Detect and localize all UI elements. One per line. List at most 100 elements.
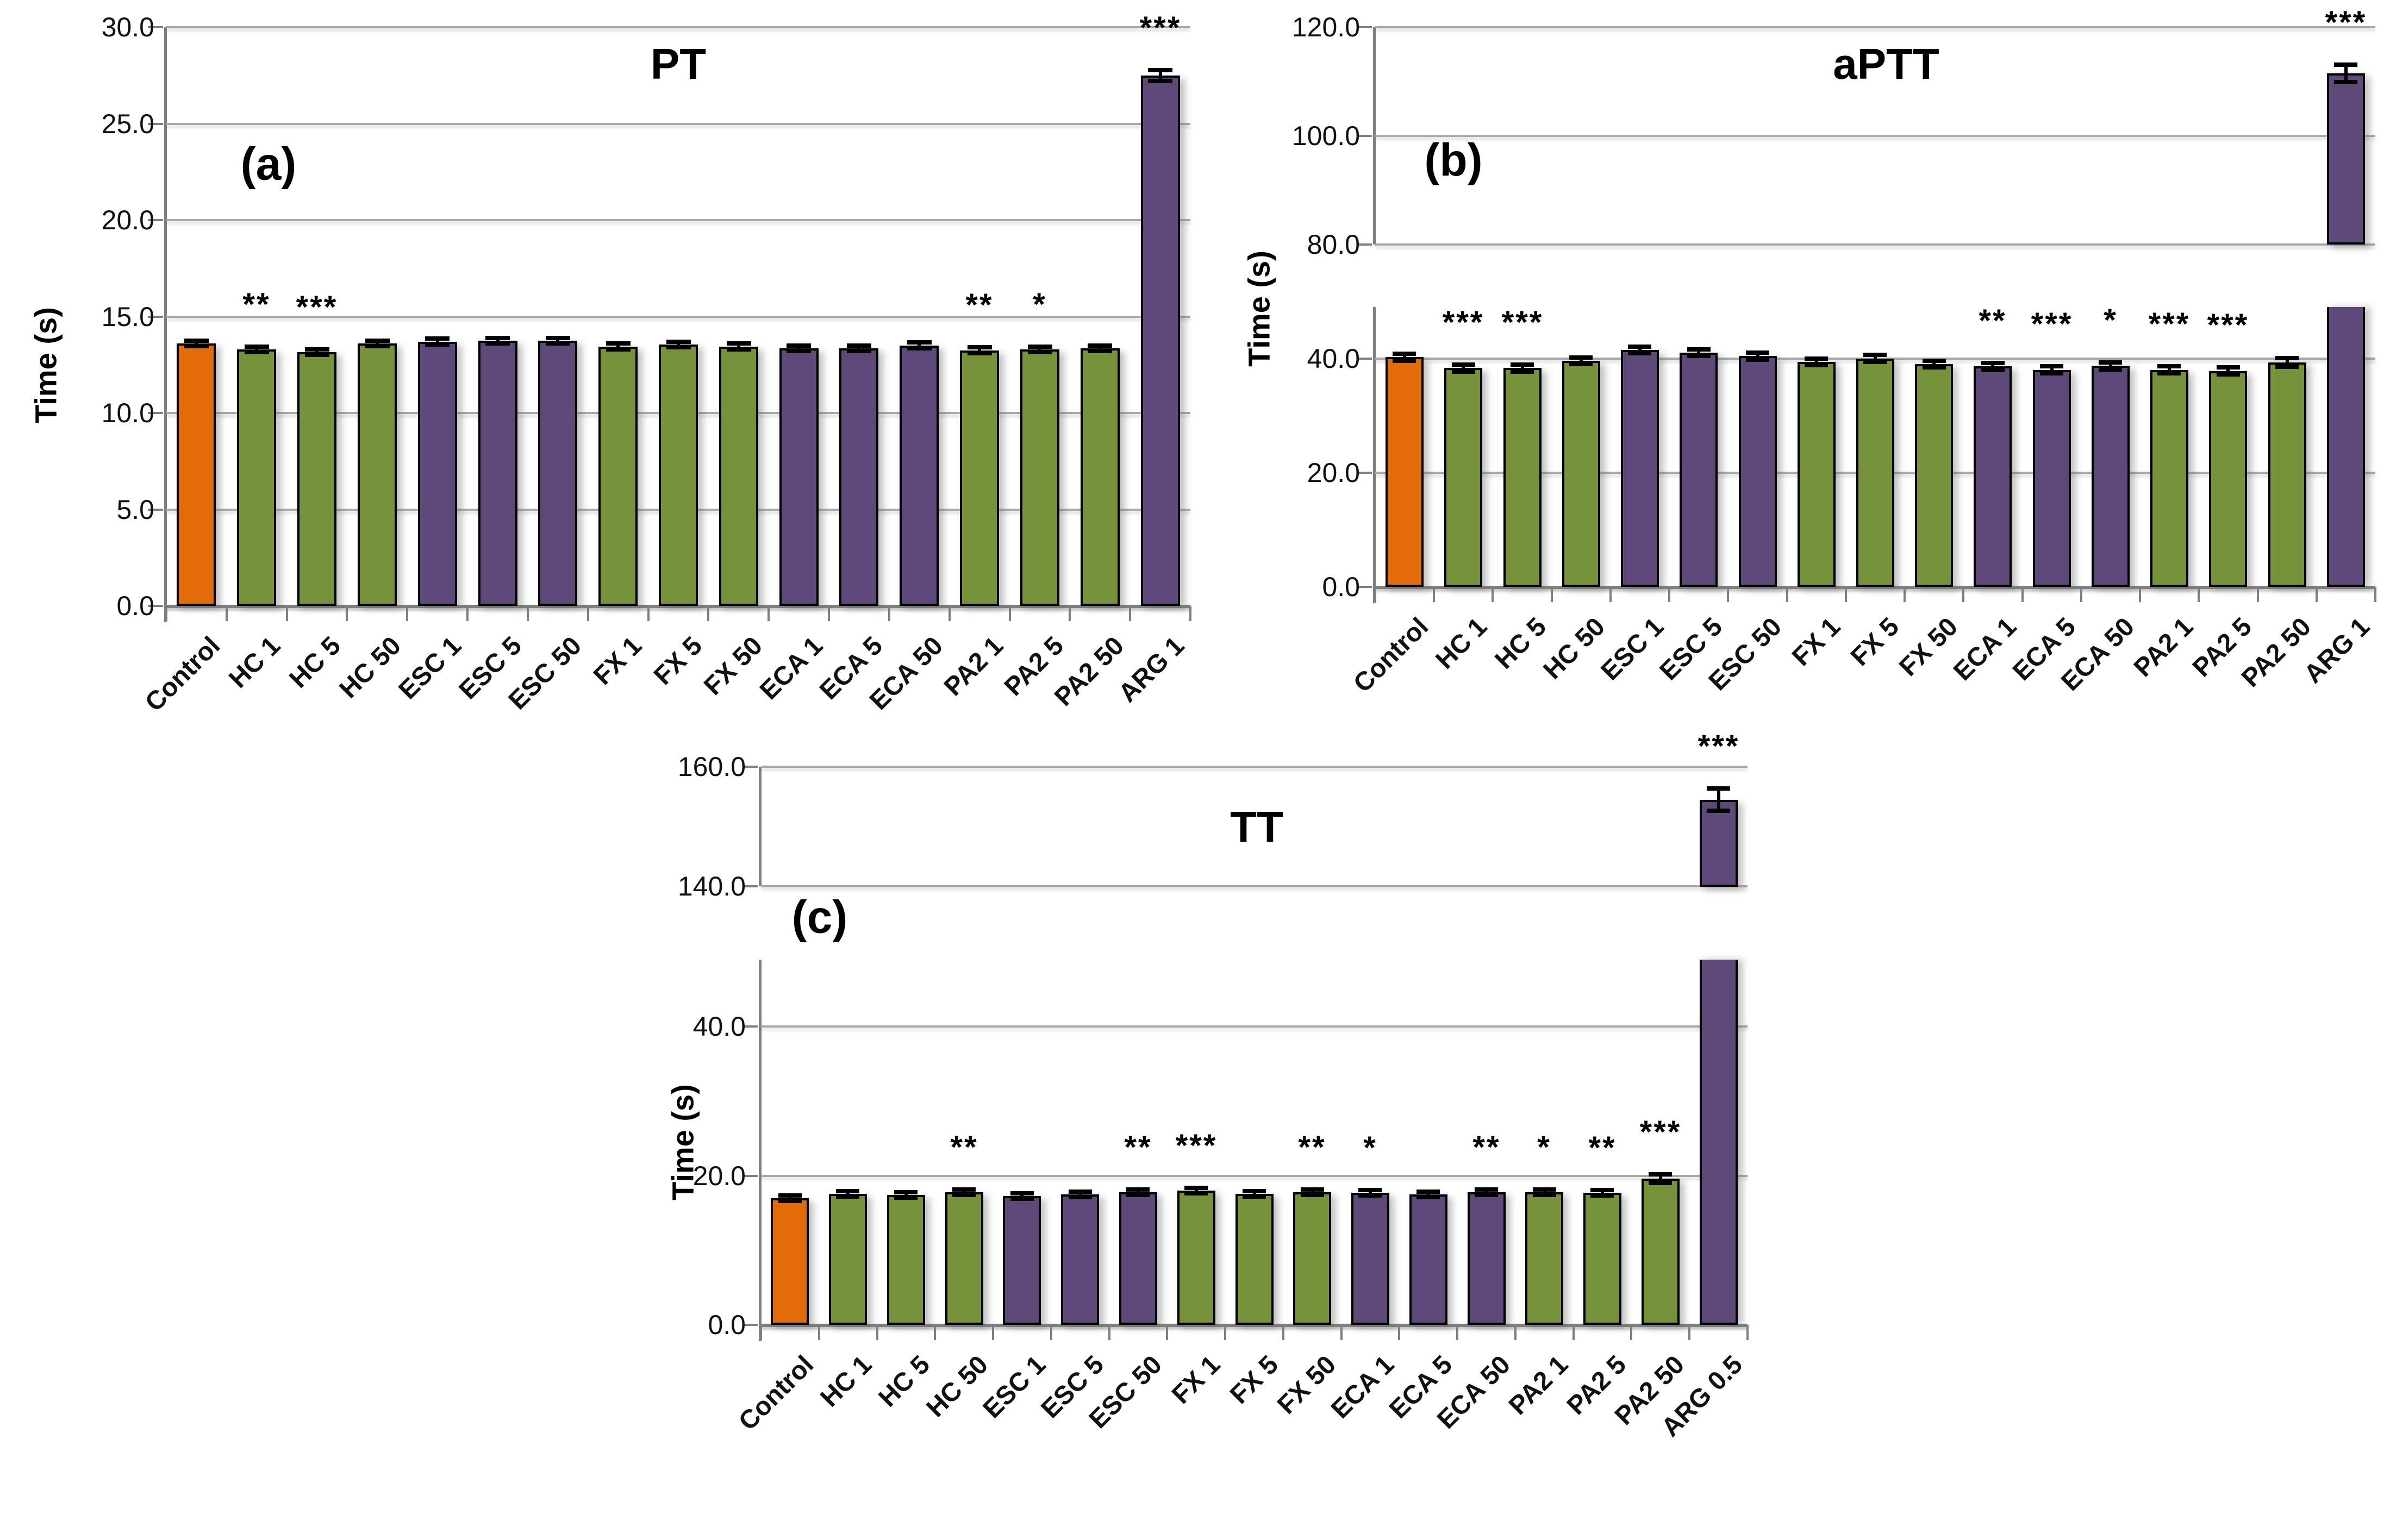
error-bar [1038, 346, 1041, 353]
x-axis-tick [587, 606, 589, 621]
error-bar [1253, 1191, 1256, 1197]
error-bar-cap [425, 336, 450, 341]
x-axis-tick [226, 606, 228, 621]
error-bar [436, 338, 439, 345]
chart-panel-b: (b) aPTT Time (s) 120.0 100.0 80.0 40.0 20.0… [1242, 5, 2376, 698]
error-bar [788, 1195, 791, 1201]
error-bar-cap [1184, 1191, 1208, 1195]
bar-pa2-5 [1583, 1193, 1621, 1325]
significance-marker: *** [296, 290, 338, 325]
error-bar [677, 341, 680, 348]
bar-esc-5 [478, 341, 517, 606]
x-axis-tick [1224, 1325, 1226, 1340]
y-axis-tick [1357, 243, 1372, 246]
bar-pa2-5 [2209, 371, 2247, 587]
error-bar [1369, 1190, 1372, 1196]
panel-letter-c: (c) [791, 891, 848, 943]
error-bar-cap [778, 1193, 802, 1198]
error-bar-cap [1126, 1187, 1150, 1192]
bar-pa2-50 [1081, 348, 1120, 606]
error-bar-cap [485, 336, 510, 340]
error-bar [1099, 345, 1102, 352]
error-bar-cap [1393, 352, 1416, 356]
significance-marker: * [1537, 1130, 1551, 1165]
significance-marker: *** [2207, 308, 2249, 343]
error-bar-cap [1475, 1187, 1498, 1192]
error-bar-cap [1533, 1187, 1556, 1192]
error-bar [1815, 358, 1818, 366]
error-bar-cap [1416, 1190, 1440, 1194]
bar-control [1386, 357, 1424, 587]
significance-marker: *** [1442, 305, 1484, 340]
x-axis-tick [2198, 587, 2200, 602]
error-bar-cap [1028, 345, 1052, 349]
x-axis-tick [286, 606, 288, 621]
x-axis-tick [1456, 1325, 1458, 1340]
gridline [166, 316, 1190, 318]
error-bar-cap [2275, 365, 2299, 369]
x-axis-tick [1668, 587, 1670, 602]
bar-fx-1 [1798, 362, 1836, 587]
bar-hc-1 [1444, 368, 1482, 587]
bar-esc-1 [1003, 1196, 1041, 1325]
x-axis-tick [934, 1325, 936, 1340]
error-bar [1159, 70, 1162, 82]
error-bar-cap [968, 351, 992, 355]
error-bar-cap [1088, 349, 1112, 353]
x-axis-tick [647, 606, 650, 621]
error-bar [1020, 1193, 1024, 1199]
error-bar [1874, 354, 1877, 362]
error-bar-cap [1301, 1187, 1324, 1192]
y-tick-label: 40.0 [1307, 343, 1360, 374]
bar-fx-50 [1293, 1192, 1331, 1325]
error-bar [1697, 349, 1700, 357]
bar-arg-1 [1141, 76, 1180, 606]
y-axis-tick [148, 123, 163, 125]
error-bar-cap [1511, 370, 1534, 374]
x-axis-tick [1108, 1325, 1110, 1340]
x-axis-tick [2374, 587, 2376, 602]
y-tick-label: 10.0 [101, 398, 154, 428]
error-bar-cap [1069, 1190, 1092, 1194]
y-axis-tick [148, 412, 163, 414]
bar-hc-1 [829, 1194, 867, 1325]
y-tick-label: 20.0 [692, 1161, 746, 1191]
error-bar-cap [365, 344, 390, 348]
y-axis-tick [148, 605, 163, 607]
error-bar-cap [1475, 1193, 1498, 1197]
error-bar-cap [727, 347, 751, 352]
x-axis-tick [1492, 587, 1494, 602]
error-bar-cap [1416, 1195, 1440, 1199]
x-axis-line [166, 605, 1190, 608]
error-bar-cap [778, 1199, 802, 1203]
bar-control [771, 1198, 809, 1325]
x-axis-tick [1340, 1325, 1343, 1340]
error-bar-cap [1569, 362, 1593, 366]
error-bar [2344, 64, 2348, 83]
error-bar-cap [894, 1195, 918, 1200]
error-bar-cap [666, 345, 691, 349]
bar-eca-5 [839, 348, 878, 606]
bar-hc-1 [237, 349, 276, 606]
x-axis-tick [1630, 1325, 1632, 1340]
y-axis-line [164, 27, 167, 622]
x-axis-tick [1727, 587, 1729, 602]
error-bar [1659, 1174, 1662, 1184]
bar-esc-5 [1061, 1194, 1099, 1325]
error-bar [1485, 1189, 1488, 1195]
error-bar-cap [1184, 1186, 1208, 1190]
error-bar [2226, 367, 2230, 375]
x-axis-tick [1009, 606, 1011, 621]
error-bar-cap [305, 353, 329, 357]
x-axis-tick [1746, 1325, 1749, 1340]
error-bar-cap [1590, 1193, 1614, 1198]
error-bar [1580, 357, 1583, 365]
error-bar-cap [546, 336, 570, 340]
x-axis-tick [767, 606, 770, 621]
coagulation-times-figure: (a) PT Time (s) 30.0 25.0 20.0 15.0 10.0 5.0 0… [28, 5, 2376, 1443]
error-bar-cap [2334, 62, 2357, 67]
significance-marker: ** [1124, 1130, 1152, 1165]
error-bar-cap [1687, 347, 1711, 352]
error-bar-cap [787, 349, 811, 353]
error-bar-cap [1452, 370, 1475, 374]
